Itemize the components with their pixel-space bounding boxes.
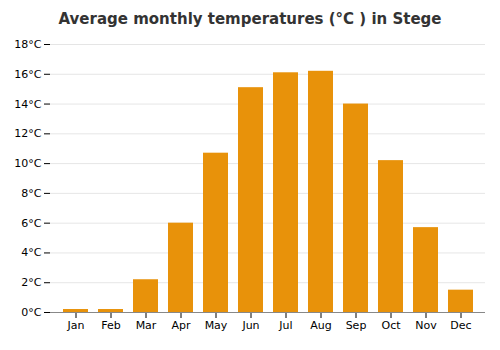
svg-text:10°C: 10°C: [14, 157, 41, 170]
svg-text:Oct: Oct: [381, 319, 401, 332]
svg-text:Jul: Jul: [278, 319, 292, 332]
svg-text:Mar: Mar: [136, 319, 157, 332]
svg-text:Jan: Jan: [67, 319, 85, 332]
svg-text:2°C: 2°C: [21, 276, 41, 289]
svg-text:18°C: 18°C: [14, 38, 41, 51]
svg-text:6°C: 6°C: [21, 217, 41, 230]
svg-text:Nov: Nov: [415, 319, 437, 332]
html-text:Average monthly temperatures (: Average monthly temperatures (°C ) in St…: [58, 10, 442, 28]
svg-text:Sep: Sep: [346, 319, 367, 332]
svg-text:8°C: 8°C: [21, 187, 41, 200]
svg-text:12°C: 12°C: [14, 127, 41, 140]
svg-text:14°C: 14°C: [14, 98, 41, 111]
svg-text:Apr: Apr: [171, 319, 191, 332]
svg-text:Dec: Dec: [450, 319, 471, 332]
svg-text:0°C: 0°C: [21, 306, 41, 319]
svg-text:Jun: Jun: [241, 319, 259, 332]
svg-text:Feb: Feb: [101, 319, 120, 332]
svg-text:16°C: 16°C: [14, 68, 41, 81]
svg-text:4°C: 4°C: [21, 246, 41, 259]
svg-text:Aug: Aug: [310, 319, 331, 332]
svg-text:May: May: [205, 319, 228, 332]
